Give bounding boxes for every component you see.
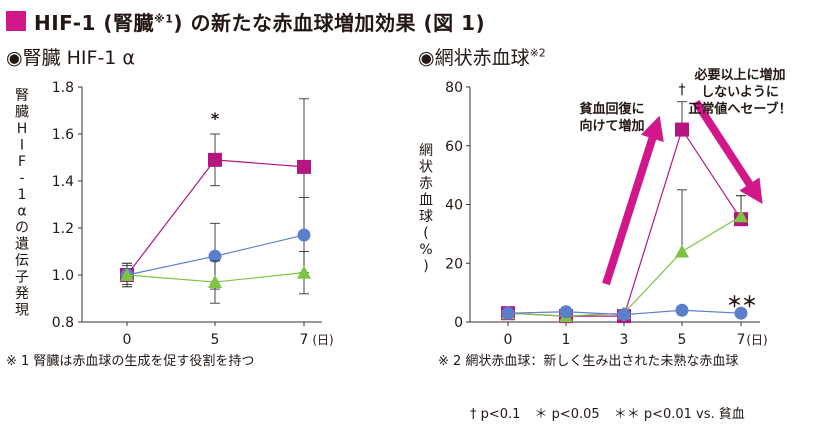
footnote-2: ※ 2 網状赤血球：新しく生み出された未熟な赤血球 xyxy=(438,354,739,369)
y-axis-label-char: 臓 xyxy=(15,105,29,121)
increase-arrow xyxy=(602,115,664,286)
x-tick-label: 5 xyxy=(678,332,687,348)
data-point xyxy=(559,305,573,319)
data-point xyxy=(617,308,631,322)
y-axis-label-char: - xyxy=(19,171,24,187)
figure-title: HIF-1 (腎臓※1) の新たな赤血球増加効果 (図 1) xyxy=(6,6,485,36)
y-tick-label: 1.2 xyxy=(52,221,74,237)
data-point xyxy=(208,152,222,167)
data-point xyxy=(675,244,689,258)
data-point xyxy=(297,159,311,174)
significance-double-star: ＊＊ xyxy=(727,293,757,311)
y-tick-label: 0 xyxy=(454,315,463,331)
x-unit-label: (日) xyxy=(312,333,333,347)
chart1-title: ◉腎臓 HIF-1 α xyxy=(6,47,135,69)
y-tick-label: 80 xyxy=(445,80,463,96)
y-tick-label: 1.6 xyxy=(52,127,74,143)
annotation-increase-text: 向けて増加 xyxy=(579,118,644,134)
y-tick-label: 1.0 xyxy=(52,268,74,284)
data-point xyxy=(734,306,748,320)
y-axis-label-char: % xyxy=(419,242,432,258)
annotation-save-text: 必要以上に増加 xyxy=(693,67,785,83)
data-point xyxy=(297,265,311,279)
data-point xyxy=(675,122,689,137)
x-tick-label: 1 xyxy=(562,332,571,348)
x-tick-label: 7 xyxy=(737,332,746,348)
save-arrow xyxy=(692,99,763,205)
annotation-save-text: 正常値へセーブ！ xyxy=(688,101,791,117)
y-axis-label-char: 子 xyxy=(15,270,29,286)
data-point xyxy=(120,268,134,281)
title-text: HIF-1 (腎臓※1) の新たな赤血球増加効果 (図 1) xyxy=(34,10,486,35)
data-point xyxy=(208,249,222,263)
x-tick-label: 3 xyxy=(620,332,629,348)
significance-star: * xyxy=(211,109,220,128)
y-axis-label-char: H xyxy=(17,121,28,137)
y-axis-label-char: 1 xyxy=(18,187,27,203)
data-point xyxy=(501,306,515,320)
y-axis-label-char: ) xyxy=(423,259,428,275)
data-point xyxy=(734,209,748,223)
y-axis-label-char: 腎 xyxy=(15,88,29,104)
y-tick-label: 1.8 xyxy=(52,80,74,96)
annotation-save-text: しないように xyxy=(701,85,779,100)
data-point xyxy=(297,228,311,242)
y-axis-label-char: 現 xyxy=(15,303,29,319)
data-point xyxy=(208,275,222,289)
footnote-1: ※ 1 腎臓は赤血球の生成を促す役割を持つ xyxy=(6,354,255,369)
y-tick-label: 0.8 xyxy=(52,315,74,331)
y-axis-label-char: 状 xyxy=(419,160,433,176)
significance-legend: † p<0.1 ＊ p<0.05 ＊＊ p<0.01 vs. 貧血 xyxy=(470,403,759,422)
y-axis-label-char: I xyxy=(20,138,24,154)
data-point xyxy=(675,303,689,317)
y-tick-label: 40 xyxy=(445,198,463,214)
y-tick-label: 1.4 xyxy=(52,174,74,190)
y-tick-label: 20 xyxy=(445,256,463,272)
significance-dagger: † xyxy=(679,82,686,98)
x-tick-label: 0 xyxy=(123,332,132,348)
x-tick-label: 5 xyxy=(211,332,220,348)
y-axis-label-char: 伝 xyxy=(15,253,29,269)
y-axis-label-char: 発 xyxy=(15,286,29,302)
x-tick-label: 7 xyxy=(300,332,309,348)
chart2-title: ◉網状赤血球※2 xyxy=(418,46,546,69)
y-axis-label-char: 血 xyxy=(419,193,433,209)
p-double-star: ＊＊ p<0.01 vs. 貧血 xyxy=(613,407,745,422)
title-square-icon xyxy=(6,11,26,31)
y-axis-label-char: 遺 xyxy=(15,237,29,253)
y-axis-label-char: 網 xyxy=(419,143,433,159)
y-axis-label-char: F xyxy=(18,154,26,170)
x-tick-label: 0 xyxy=(504,332,513,348)
y-axis-label-char: α xyxy=(17,204,26,220)
p-dagger: † p<0.1 xyxy=(470,407,521,422)
x-unit-label: (日) xyxy=(746,333,767,347)
p-star: ＊ p<0.05 xyxy=(534,407,600,422)
annotation-increase-text: 貧血回復に xyxy=(579,101,644,117)
y-axis-label-char: ( xyxy=(423,226,428,242)
y-axis-label-char: 赤 xyxy=(419,176,433,192)
y-axis-label-char: 球 xyxy=(419,209,433,225)
y-axis-label-char: の xyxy=(15,220,29,236)
y-tick-label: 60 xyxy=(445,139,463,155)
